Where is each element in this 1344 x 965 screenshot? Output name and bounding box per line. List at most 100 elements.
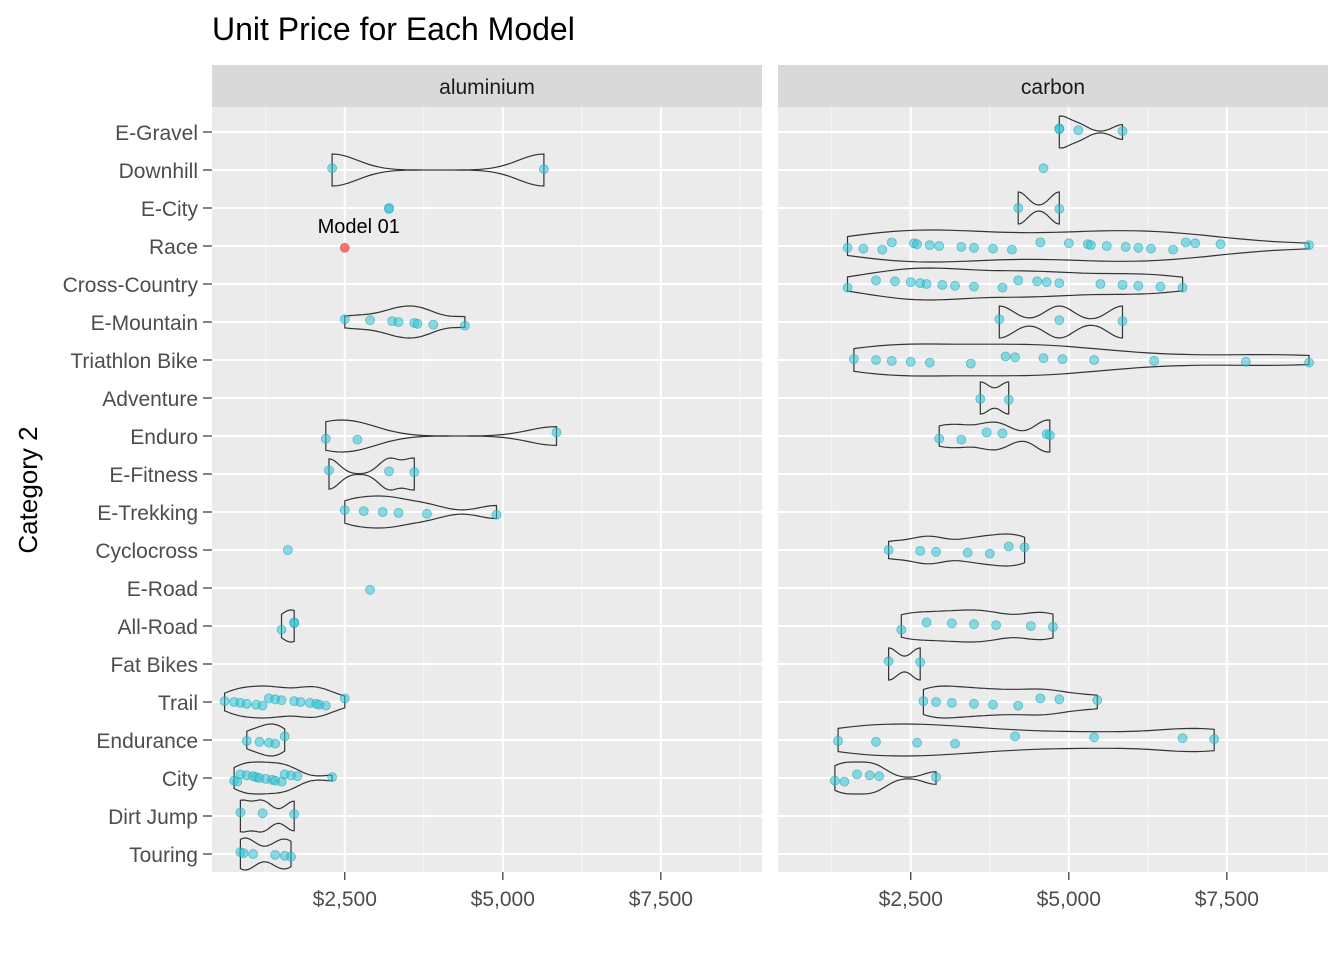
data-point — [551, 427, 562, 438]
data-point — [320, 700, 331, 711]
data-point — [241, 736, 252, 746]
data-point — [918, 696, 929, 706]
data-point — [1304, 240, 1314, 251]
plot-area: E-Gravel Downhill E-City Race Cross-Country E… — [63, 65, 1328, 911]
data-point — [950, 280, 960, 291]
data-point — [365, 315, 375, 326]
violin-e-city — [1017, 191, 1060, 225]
data-point — [1054, 203, 1065, 214]
data-point — [1048, 622, 1058, 632]
data-point — [365, 584, 375, 595]
data-point — [1038, 163, 1049, 174]
data-point — [905, 356, 916, 367]
data-point — [921, 279, 932, 289]
data-point — [1035, 237, 1046, 248]
data-point — [931, 546, 941, 557]
data-point — [1180, 237, 1191, 248]
data-point — [1041, 277, 1052, 288]
data-point — [839, 776, 850, 787]
data-point — [409, 467, 420, 478]
data-point — [937, 279, 948, 290]
data-point — [282, 545, 293, 555]
data-point — [339, 242, 350, 253]
data-point — [934, 241, 945, 251]
data-point — [248, 849, 258, 859]
y-tick-label-e-city: E-City — [141, 198, 199, 221]
data-point — [950, 738, 960, 749]
data-point — [538, 164, 549, 175]
violin-city — [834, 761, 937, 795]
data-point — [1054, 278, 1065, 289]
data-point — [1209, 734, 1220, 744]
data-point — [1089, 355, 1099, 365]
data-point — [1155, 281, 1166, 292]
x-tick-label: $2,500 — [879, 888, 943, 911]
y-tick-label-adventure: Adventure — [102, 388, 198, 411]
y-tick-label-dirt-jump: Dirt Jump — [108, 806, 198, 829]
violin-fat-bikes — [888, 647, 921, 681]
data-point — [981, 427, 992, 438]
data-point — [384, 466, 394, 477]
annotation-label: Model 01 — [318, 216, 400, 238]
x-tick-label: $2,500 — [313, 888, 377, 911]
y-tick-label-triathlon-bike: Triathlon Bike — [70, 350, 198, 373]
data-point — [320, 433, 331, 444]
violin-cyclocross — [888, 533, 1026, 567]
data-point — [991, 620, 1002, 630]
data-point — [1013, 700, 1024, 711]
data-point — [969, 281, 979, 292]
data-point — [864, 770, 875, 781]
data-point — [1035, 693, 1046, 704]
violin-e-gravel — [1058, 115, 1124, 149]
y-axis-title: Category 2 — [13, 426, 43, 553]
violin-downhill — [331, 153, 545, 187]
y-tick-label-race: Race — [149, 236, 198, 259]
violin-e-mountain — [998, 305, 1124, 339]
data-point — [393, 508, 404, 518]
data-point — [1038, 353, 1049, 364]
data-point — [1057, 354, 1068, 365]
data-point — [833, 736, 843, 746]
data-point — [946, 698, 957, 708]
data-point — [842, 242, 853, 253]
data-point — [1177, 733, 1188, 744]
data-point — [1095, 279, 1106, 289]
data-point — [358, 506, 369, 517]
data-point — [883, 656, 894, 667]
data-point — [1168, 244, 1179, 255]
violin-trail — [224, 685, 346, 719]
data-point — [1089, 732, 1099, 743]
data-point — [1133, 242, 1144, 253]
data-point — [422, 508, 432, 519]
panel-background — [212, 107, 762, 872]
data-point — [339, 505, 350, 516]
data-point — [1190, 238, 1201, 249]
data-point — [384, 203, 394, 214]
data-point — [871, 736, 881, 747]
data-point — [934, 433, 945, 444]
y-tick-label-touring: Touring — [129, 844, 198, 867]
data-point — [327, 163, 338, 174]
data-point — [1117, 279, 1128, 290]
data-point — [1000, 351, 1011, 362]
data-point — [295, 697, 306, 707]
data-point — [829, 775, 840, 786]
panel-background — [778, 107, 1328, 872]
data-point — [1010, 352, 1020, 363]
panel-aluminium: aluminium $2,500 $5,000 $7,500 Model 01 — [212, 65, 762, 911]
data-point — [339, 314, 350, 325]
data-point — [279, 731, 290, 742]
x-tick-label: $7,500 — [629, 888, 693, 911]
data-point — [883, 545, 894, 555]
y-tick-label-city: City — [162, 768, 199, 791]
data-point — [956, 241, 967, 252]
y-tick-label-endurance: Endurance — [96, 730, 198, 753]
data-point — [235, 807, 246, 818]
violin-all-road — [280, 609, 295, 643]
data-point — [969, 242, 979, 253]
y-tick-label-downhill: Downhill — [119, 160, 198, 183]
data-point — [270, 850, 281, 860]
data-point — [276, 695, 287, 706]
data-point — [924, 240, 935, 251]
